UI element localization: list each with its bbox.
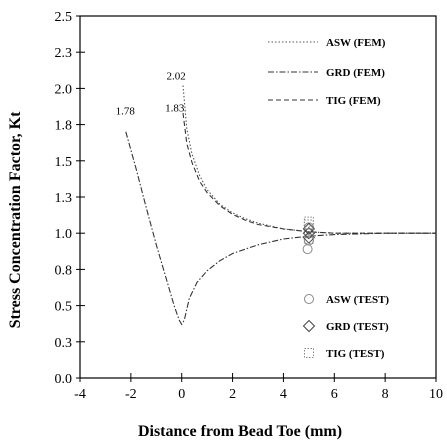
x-tick-label: 8 [382,387,389,402]
annotations: 1.78 1.83 2.02 [116,71,186,118]
series-line-grd-fem [125,131,436,326]
legend-label: GRD (FEM) [326,67,385,79]
legend-label: TIG (TEST) [326,348,385,360]
x-tick-label: 4 [280,387,287,402]
y-tick-label: 1.5 [55,155,73,170]
legend-marker-swatch [304,348,314,358]
legend-marker-swatch [302,319,316,333]
x-tick-label: -2 [125,387,137,402]
x-tick-label: -4 [74,387,86,402]
series-line-asw-fem [182,85,436,234]
y-tick-label: 1.0 [55,227,73,242]
y-tick-label: 0.5 [55,300,73,315]
y-tick-label: 1.3 [55,191,73,206]
y-tick-label: 1.8 [55,119,73,134]
y-tick-label: 0.8 [55,263,73,278]
peak-value-label: 2.02 [166,71,185,83]
y-tick-label: 2.3 [55,46,73,61]
legend: ASW (FEM) GRD (FEM) TIG (FEM) ASW (TEST) GRD… [268,37,389,360]
y-tick-label: 2.5 [55,10,73,25]
peak-value-label: 1.78 [116,105,136,117]
y-tick-label: 2.0 [55,82,73,97]
chart-marks [125,85,436,326]
x-tick-label: 6 [331,387,338,402]
data-point-tig-test [303,233,314,244]
legend-label: GRD (TEST) [326,321,389,333]
data-point-tig-test [303,216,314,227]
data-point-asw-test [302,244,313,255]
series-line-tig-fem [182,112,436,234]
y-tick-label: 0.0 [55,372,73,387]
legend-label: ASW (FEM) [326,37,386,49]
x-axis-title: Distance from Bead Toe (mm) [138,423,342,440]
legend-label: ASW (TEST) [326,294,389,306]
y-axis-title: Stress Concentration Factor, Kt [7,111,24,329]
x-tick-label: 0 [178,387,185,402]
peak-value-label: 1.83 [165,103,185,115]
x-tick-label: 10 [429,387,443,402]
y-tick-label: 0.3 [55,336,73,351]
legend-label: TIG (FEM) [326,95,381,107]
plot-frame: 0.0 0.3 0.5 0.8 1.0 1.3 1.5 1.8 2.0 2.3 2.5 -4 -2 0 2 4… [55,10,444,402]
legend-marker-swatch [304,294,314,304]
x-tick-label: 2 [229,387,236,402]
